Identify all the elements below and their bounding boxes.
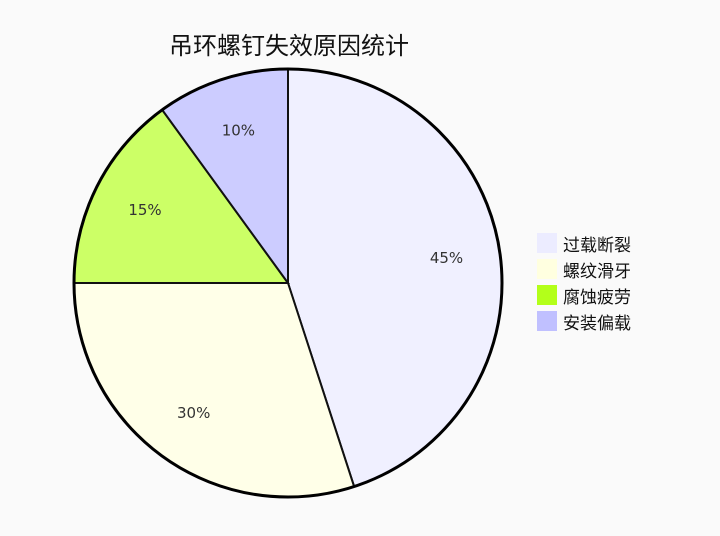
legend-label: 螺纹滑牙 (563, 261, 631, 282)
slice-label: 10% (222, 121, 255, 139)
legend-swatch (537, 285, 557, 305)
chart-title: 吊环螺钉失效原因统计 (169, 32, 409, 60)
legend-item: 安装偏载 (537, 308, 631, 334)
legend-item: 螺纹滑牙 (537, 256, 631, 282)
slice-label: 30% (177, 404, 210, 422)
legend-swatch (537, 259, 557, 279)
legend-label: 过载断裂 (563, 235, 631, 256)
legend-item: 腐蚀疲劳 (537, 282, 631, 308)
pie-outline (72, 67, 504, 499)
legend: 过载断裂螺纹滑牙腐蚀疲劳安装偏载 (537, 230, 631, 334)
legend-label: 腐蚀疲劳 (563, 287, 631, 308)
slice-label: 45% (430, 249, 463, 267)
legend-label: 安装偏载 (563, 313, 631, 334)
legend-swatch (537, 311, 557, 331)
legend-item: 过载断裂 (537, 230, 631, 256)
legend-swatch (537, 233, 557, 253)
slice-label: 15% (128, 201, 161, 219)
